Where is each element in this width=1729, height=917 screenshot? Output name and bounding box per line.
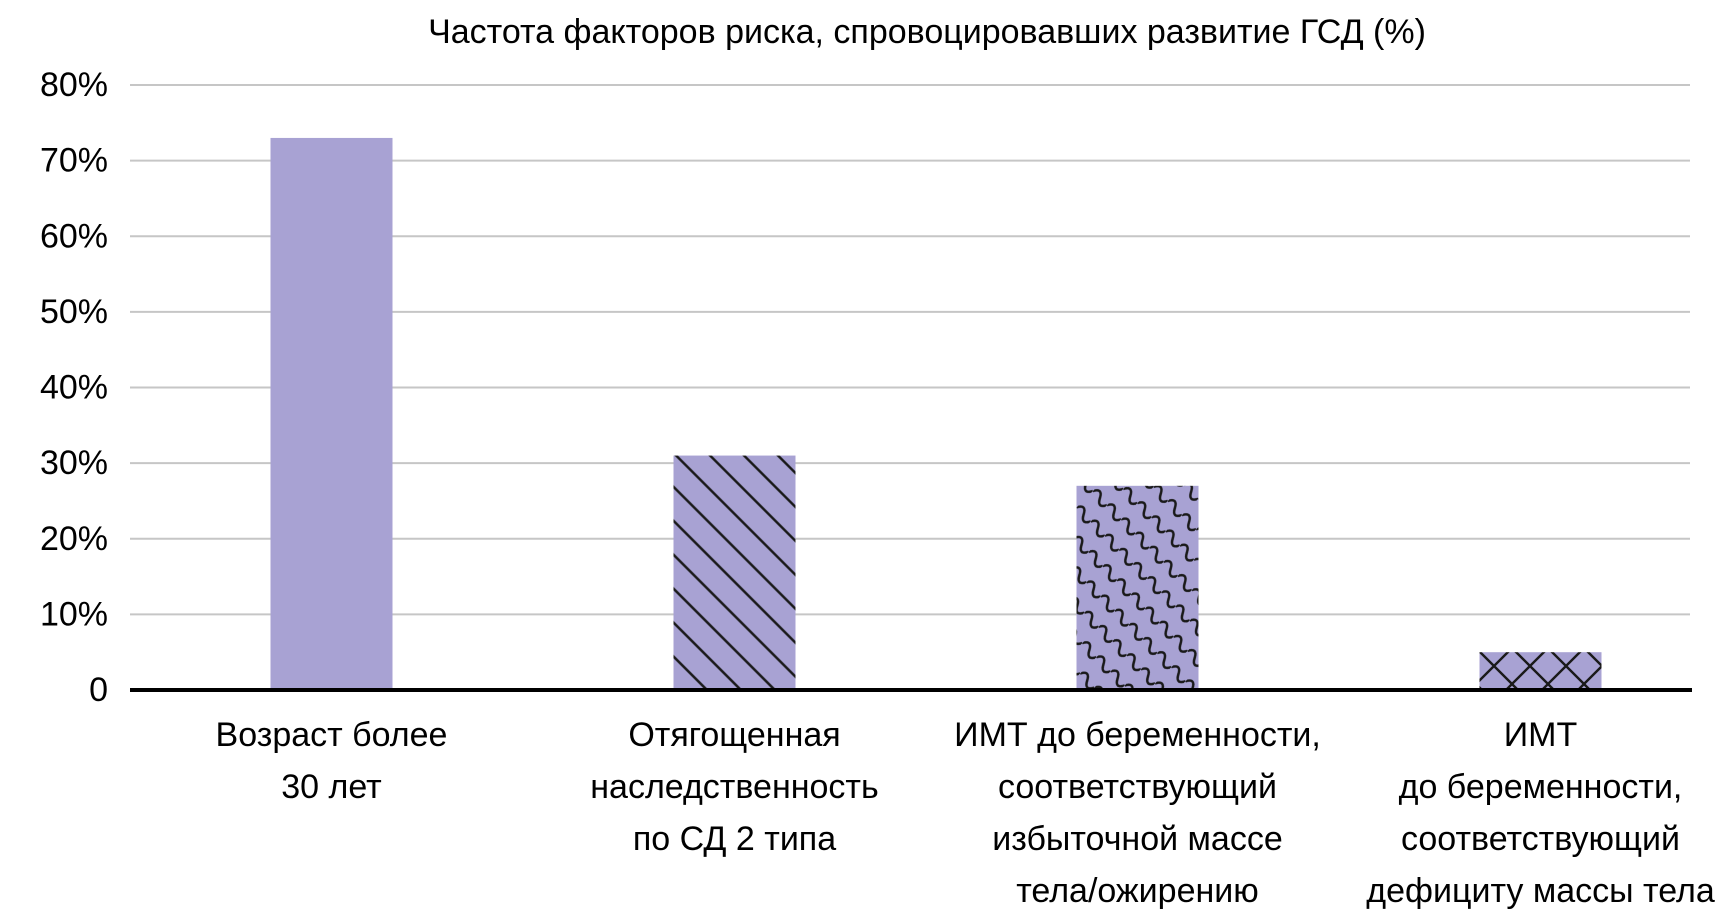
y-axis-tick-labels: 0 10% 20% 30% 40% 50% 60% 70% 80% <box>40 66 108 709</box>
bar-1-solid <box>270 137 393 690</box>
x-category-label-3-line-4: тела/ожирению <box>1016 872 1259 910</box>
y-tick-label-30: 30% <box>40 444 108 482</box>
x-category-label-2-line-2: наследственность <box>590 768 878 806</box>
x-category-label-4-line-3: соответствующий <box>1401 820 1680 858</box>
y-tick-label-80: 80% <box>40 66 108 104</box>
y-tick-label-60: 60% <box>40 217 108 255</box>
x-category-label-4-line-2: до беременности, <box>1399 768 1683 806</box>
y-tick-label-0: 0 <box>89 671 108 709</box>
y-tick-label-10: 10% <box>40 595 108 633</box>
y-tick-label-40: 40% <box>40 369 108 407</box>
bar-4-crosshatch <box>1479 652 1602 690</box>
y-tick-label-50: 50% <box>40 293 108 331</box>
x-category-label-4-line-4: дефициту массы тела <box>1366 872 1715 910</box>
bar-3-wave <box>1076 485 1199 690</box>
y-tick-label-70: 70% <box>40 142 108 180</box>
x-category-label-3-line-2: соответствующий <box>998 768 1277 806</box>
x-category-label-1-line-2: 30 лет <box>281 768 381 806</box>
x-category-label-4-line-1: ИМТ <box>1504 716 1578 754</box>
x-category-label-2-line-3: по СД 2 типа <box>633 820 836 858</box>
chart-title: Частота факторов риска, спровоцировавших… <box>428 13 1426 51</box>
x-category-label-3-line-1: ИМТ до беременности, <box>954 716 1321 754</box>
x-axis-category-labels: Возраст более 30 лет Отягощенная наследстве… <box>216 716 1715 910</box>
bar-series <box>270 137 1602 690</box>
x-category-label-2-line-1: Отягощенная <box>628 716 840 754</box>
y-tick-label-20: 20% <box>40 520 108 558</box>
x-category-label-3-line-3: избыточной массе <box>992 820 1283 858</box>
bar-2-diagonal-stripe <box>673 455 796 690</box>
x-category-label-1-line-1: Возраст более <box>216 716 448 754</box>
